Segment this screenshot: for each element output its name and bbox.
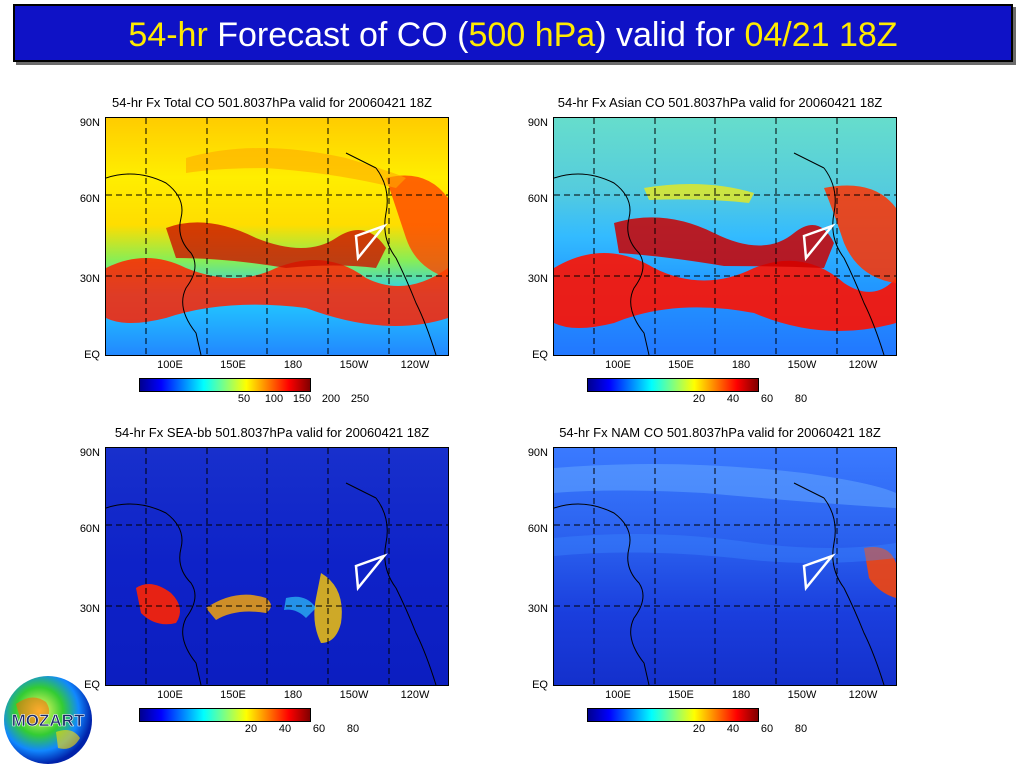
map-field xyxy=(554,118,896,355)
lon-label: 100E xyxy=(157,689,183,701)
colorbar-tick: 60 xyxy=(760,393,774,405)
lat-label: EQ xyxy=(532,679,548,691)
colorbar-tick: 40 xyxy=(726,723,740,735)
lat-label: EQ xyxy=(84,679,100,691)
lat-label: 60N xyxy=(527,523,548,535)
colorbar xyxy=(139,708,311,722)
title-part: Forecast of CO ( xyxy=(207,16,469,54)
lat-label: 60N xyxy=(527,193,548,205)
colorbar-tick: 60 xyxy=(312,723,326,735)
lon-label: 100E xyxy=(157,359,183,371)
panel-title: 54-hr Fx Asian CO 501.8037hPa valid for … xyxy=(557,95,883,110)
colorbar-tick: 40 xyxy=(278,723,292,735)
colorbar-tick: 50 xyxy=(237,393,251,405)
title-valid-time: 04/21 18Z xyxy=(744,16,898,54)
map-field xyxy=(106,118,448,355)
title-banner: 54-hr Forecast of CO (500 hPa) valid for… xyxy=(13,4,1013,62)
co-concentration-map xyxy=(105,447,449,686)
lon-label: 150W xyxy=(787,359,817,371)
lon-label: 100E xyxy=(605,359,631,371)
lat-label: 60N xyxy=(79,523,100,535)
lon-label: 180 xyxy=(283,359,303,371)
lon-label: 120W xyxy=(848,689,878,701)
lon-label: 150W xyxy=(787,689,817,701)
colorbar-tick: 40 xyxy=(726,393,740,405)
colorbar-tick: 100 xyxy=(264,393,284,405)
colorbar xyxy=(587,708,759,722)
lat-label: EQ xyxy=(532,349,548,361)
map-panel-nam-co: 54-hr Fx NAM CO 501.8037hPa valid for 20… xyxy=(500,425,920,760)
svg-text:MOZART: MOZART xyxy=(12,711,85,730)
lon-label: 180 xyxy=(731,689,751,701)
lon-label: 120W xyxy=(400,689,430,701)
colorbar xyxy=(139,378,311,392)
lon-label: 150E xyxy=(220,689,246,701)
co-concentration-map xyxy=(553,447,897,686)
colorbar-tick: 250 xyxy=(350,393,370,405)
colorbar-tick: 80 xyxy=(794,723,808,735)
lon-label: 150E xyxy=(668,689,694,701)
colorbar-tick: 60 xyxy=(760,723,774,735)
lon-label: 100E xyxy=(605,689,631,701)
lat-label: 30N xyxy=(527,603,548,615)
lat-label: 90N xyxy=(527,447,548,459)
lat-label: 30N xyxy=(79,273,100,285)
lat-label: 30N xyxy=(79,603,100,615)
colorbar-tick: 150 xyxy=(292,393,312,405)
colorbar-tick: 20 xyxy=(692,723,706,735)
lat-label: 90N xyxy=(527,117,548,129)
lat-label: EQ xyxy=(84,349,100,361)
lon-label: 150E xyxy=(668,359,694,371)
panel-title: 54-hr Fx SEA-bb 501.8037hPa valid for 20… xyxy=(114,425,430,440)
map-field xyxy=(554,448,896,685)
co-concentration-map xyxy=(105,117,449,356)
title-pressure: 500 hPa xyxy=(468,16,596,54)
lat-label: 90N xyxy=(79,447,100,459)
title-part: ) valid for xyxy=(595,16,745,54)
map-panel-asian-co: 54-hr Fx Asian CO 501.8037hPa valid for … xyxy=(500,95,920,430)
title-forecast-hour: 54-hr xyxy=(128,16,208,54)
panel-title: 54-hr Fx NAM CO 501.8037hPa valid for 20… xyxy=(559,425,881,440)
colorbar-tick: 80 xyxy=(346,723,360,735)
lat-label: 60N xyxy=(79,193,100,205)
colorbar-tick: 20 xyxy=(692,393,706,405)
colorbar xyxy=(587,378,759,392)
colorbar-tick: 200 xyxy=(321,393,341,405)
lat-label: 90N xyxy=(79,117,100,129)
page-title: 54-hr Forecast of CO (500 hPa) valid for… xyxy=(15,16,1011,54)
panel-title: 54-hr Fx Total CO 501.8037hPa valid for … xyxy=(112,95,432,110)
mozart-logo: MOZART xyxy=(2,674,94,766)
lon-label: 150E xyxy=(220,359,246,371)
lon-label: 180 xyxy=(283,689,303,701)
lon-label: 180 xyxy=(731,359,751,371)
map-field xyxy=(106,448,448,685)
lon-label: 120W xyxy=(400,359,430,371)
colorbar-tick: 20 xyxy=(244,723,258,735)
map-panel-sea-bb: 54-hr Fx SEA-bb 501.8037hPa valid for 20… xyxy=(52,425,472,760)
co-concentration-map xyxy=(553,117,897,356)
colorbar-tick: 80 xyxy=(794,393,808,405)
map-panel-total-co: 54-hr Fx Total CO 501.8037hPa valid for … xyxy=(52,95,472,430)
globe-logo-icon: MOZART xyxy=(4,676,92,764)
lon-label: 150W xyxy=(339,359,369,371)
lon-label: 120W xyxy=(848,359,878,371)
lat-label: 30N xyxy=(527,273,548,285)
lon-label: 150W xyxy=(339,689,369,701)
